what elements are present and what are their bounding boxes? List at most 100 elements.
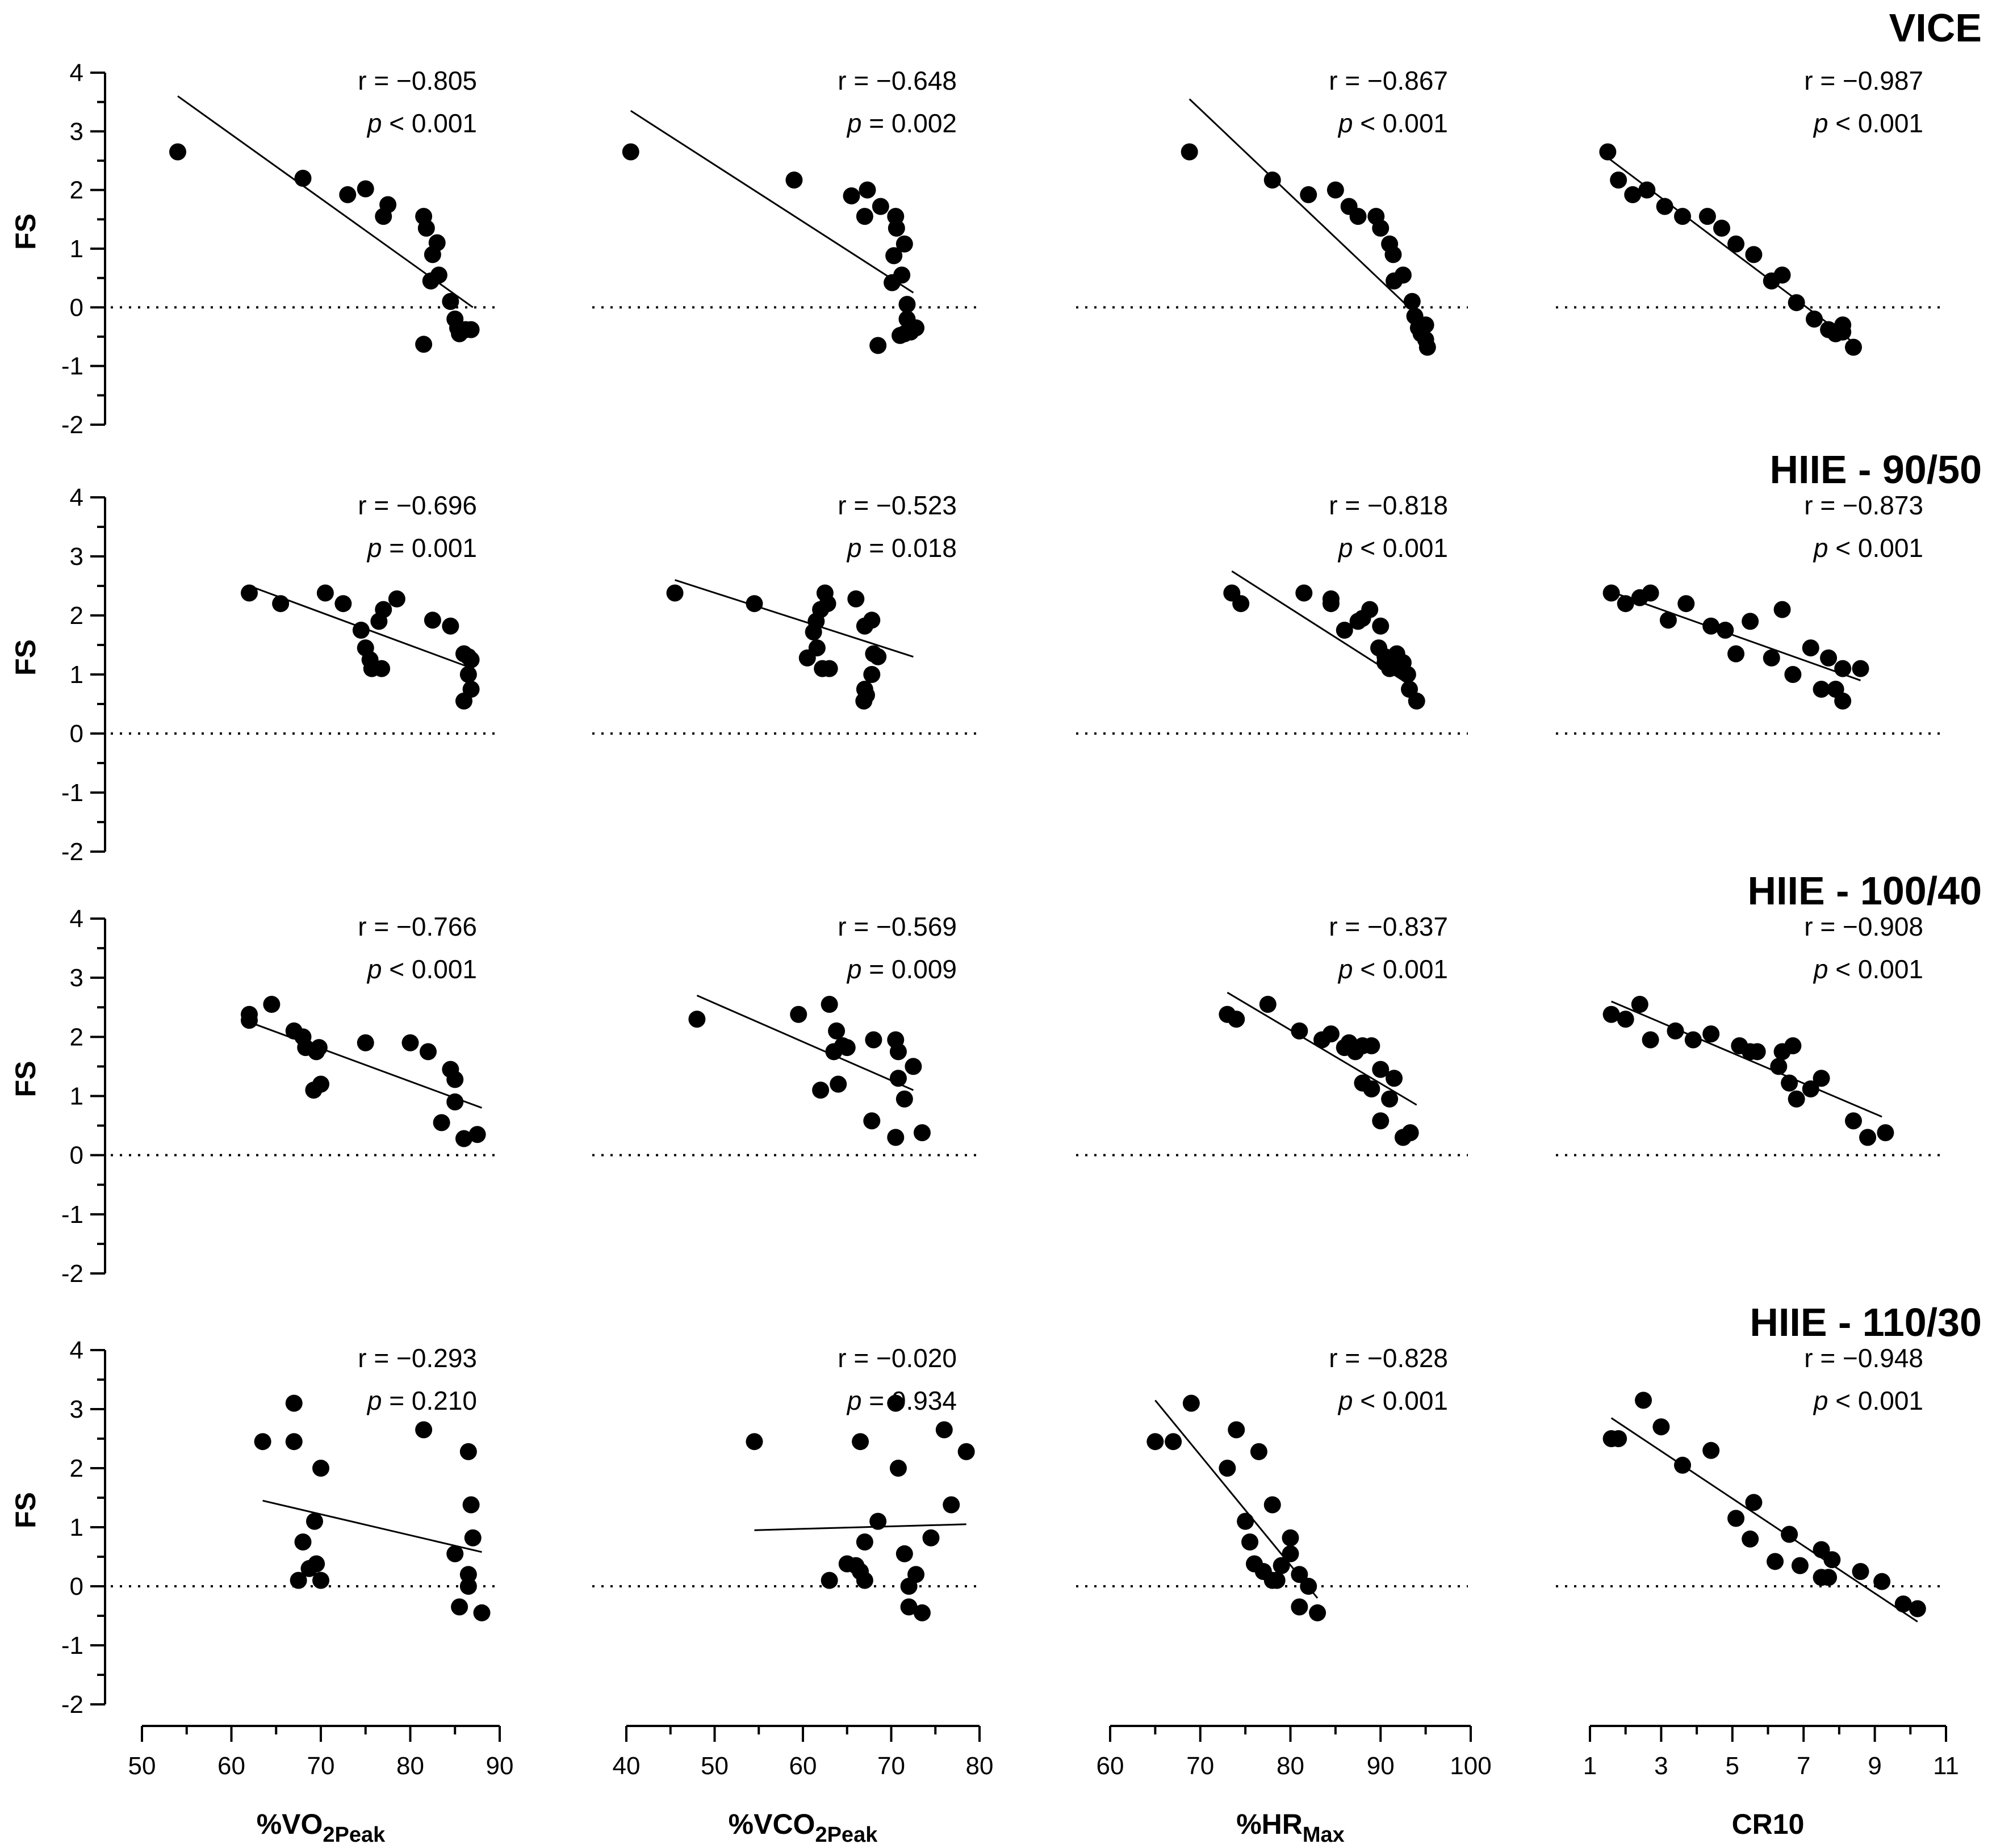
data-point xyxy=(1336,622,1353,639)
data-point xyxy=(1349,208,1367,225)
data-point xyxy=(373,660,391,677)
data-point xyxy=(442,293,459,310)
y-tick-label: 4 xyxy=(70,484,83,512)
x-axis-label-sub: 2Peak xyxy=(323,1823,386,1847)
regression-line xyxy=(754,1523,966,1531)
panel-r3-c4: r = −0.908 p < 0.001 xyxy=(1556,912,1943,1156)
y-tick-label: 3 xyxy=(70,964,83,992)
r-value: r = −0.948 xyxy=(1804,1343,1923,1373)
data-point xyxy=(1263,1572,1281,1589)
y-tick-label: 0 xyxy=(70,1142,83,1170)
y-tick-label: -1 xyxy=(61,1632,83,1660)
data-point xyxy=(312,1572,329,1589)
data-point xyxy=(446,1071,464,1088)
data-point xyxy=(1372,219,1390,237)
panel-r1-c3: r = −0.867 p < 0.001 xyxy=(1076,66,1468,356)
data-point xyxy=(1742,1530,1759,1548)
data-point xyxy=(888,219,905,237)
data-point xyxy=(272,595,290,613)
x-tick-label: 9 xyxy=(1868,1752,1881,1780)
p-symbol: p xyxy=(1337,1386,1353,1415)
data-point xyxy=(666,584,684,602)
data-point xyxy=(1823,1551,1841,1569)
row-title: HIIE - 90/50 xyxy=(1769,447,1982,492)
y-tick-label: 3 xyxy=(70,1396,83,1423)
panel-r4-c3: r = −0.828 p < 0.001 xyxy=(1076,1343,1468,1621)
panel-r3-c1: r = −0.766 p < 0.001 xyxy=(111,912,497,1156)
r-value: r = −0.293 xyxy=(358,1343,477,1373)
data-point xyxy=(855,692,873,710)
data-point xyxy=(420,1043,437,1061)
x-tick-label: 70 xyxy=(307,1752,335,1780)
data-point xyxy=(819,595,836,613)
data-point xyxy=(1361,601,1379,618)
data-point xyxy=(388,590,405,607)
data-point xyxy=(415,336,433,353)
x-axis-label: CR10 xyxy=(1732,1808,1805,1840)
data-point xyxy=(1909,1600,1926,1617)
data-point xyxy=(887,1394,905,1412)
data-point xyxy=(863,1112,881,1130)
data-point xyxy=(1781,1526,1798,1543)
data-point xyxy=(1784,1037,1802,1054)
y-tick-label: 3 xyxy=(70,543,83,571)
y-tick-label: -1 xyxy=(61,779,83,807)
data-point xyxy=(263,996,281,1013)
data-point xyxy=(339,186,357,203)
data-point xyxy=(1241,1533,1259,1551)
data-point xyxy=(241,584,258,602)
data-point xyxy=(1852,660,1869,677)
data-point xyxy=(1698,208,1716,225)
data-point xyxy=(812,1082,830,1099)
data-point xyxy=(468,1126,486,1143)
data-point xyxy=(1250,1443,1267,1460)
data-point xyxy=(417,219,435,237)
data-point xyxy=(1322,1025,1340,1043)
row-title: VICE xyxy=(1889,6,1982,50)
p-number: = 0.018 xyxy=(861,533,957,563)
regression-line xyxy=(1188,98,1428,326)
data-point xyxy=(1182,1394,1200,1412)
x-axis-1: 50 60 70 80 90 %VO2Peak xyxy=(128,1725,513,1847)
r-value: r = −0.987 xyxy=(1804,66,1923,95)
data-point xyxy=(1635,1392,1652,1409)
data-point xyxy=(446,1545,464,1562)
data-point xyxy=(1642,1031,1659,1049)
p-value: p = 0.018 xyxy=(846,533,957,563)
x-tick-label: 7 xyxy=(1797,1752,1810,1780)
data-point xyxy=(1873,1573,1891,1590)
data-point xyxy=(1228,1421,1245,1439)
p-symbol: p xyxy=(366,1386,382,1415)
data-point xyxy=(830,1075,847,1093)
data-point xyxy=(1788,1090,1805,1108)
p-value: p = 0.001 xyxy=(366,533,477,563)
y-tick-label: -1 xyxy=(61,353,83,380)
data-point xyxy=(935,1421,953,1439)
y-tick-label: -2 xyxy=(61,1691,83,1719)
data-point xyxy=(869,1512,887,1530)
data-point xyxy=(1401,1124,1419,1142)
data-point xyxy=(294,170,312,187)
data-point xyxy=(1844,1112,1862,1130)
data-point xyxy=(1820,649,1838,667)
data-point xyxy=(1617,1011,1634,1028)
row-4: HIIE - 110/30 4 3 2 1 0 -1 -2 FS r = −0.293 p = 0.… xyxy=(10,1300,1982,1719)
data-point xyxy=(312,1075,329,1093)
data-point xyxy=(1232,595,1250,613)
data-point xyxy=(1894,1595,1912,1613)
r-value: r = −0.523 xyxy=(838,491,957,520)
data-point xyxy=(1791,1557,1809,1574)
data-point xyxy=(462,321,480,338)
data-point xyxy=(1745,246,1763,263)
data-point xyxy=(1834,692,1852,710)
regression-line xyxy=(177,95,474,308)
row-2: HIIE - 90/50 4 3 2 1 0 -1 -2 FS r = −0.696 p = 0.0… xyxy=(10,447,1982,866)
data-point xyxy=(852,1433,869,1451)
x-tick-label: 50 xyxy=(128,1752,156,1780)
r-value: r = −0.873 xyxy=(1804,491,1923,520)
data-point xyxy=(1813,681,1830,698)
data-point xyxy=(821,660,838,677)
regression-line xyxy=(1610,1417,1918,1623)
data-point xyxy=(856,1533,873,1551)
